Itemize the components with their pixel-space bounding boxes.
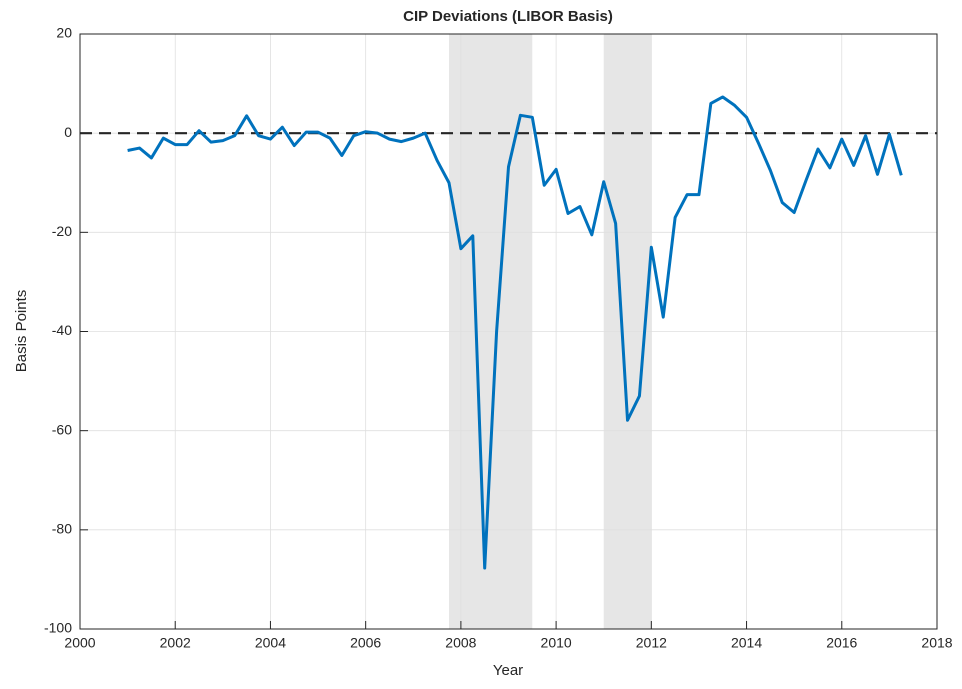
x-tick-label: 2008 — [445, 635, 476, 651]
x-tick-label: 2010 — [541, 635, 572, 651]
x-tick-label: 2002 — [160, 635, 191, 651]
y-tick-label: 0 — [64, 124, 72, 140]
y-tick-label: -60 — [52, 421, 72, 437]
y-tick-label: 20 — [56, 25, 72, 41]
y-tick-label: -80 — [52, 521, 72, 537]
x-tick-label: 2006 — [350, 635, 381, 651]
chart-title: CIP Deviations (LIBOR Basis) — [403, 8, 613, 25]
data-line — [127, 95, 903, 570]
plot-frame — [79, 33, 938, 630]
y-tick-label: -20 — [52, 223, 72, 239]
x-tick-label: 2018 — [921, 635, 952, 651]
x-tick-label: 2000 — [64, 635, 95, 651]
y-axis-label: Basis Points — [13, 290, 30, 373]
y-tick-label: -40 — [52, 322, 72, 338]
x-tick-label: 2014 — [731, 635, 762, 651]
x-axis-label: Year — [493, 662, 523, 679]
x-tick-label: 2012 — [636, 635, 667, 651]
y-tick-label: -100 — [44, 620, 72, 636]
x-tick-label: 2016 — [826, 635, 857, 651]
x-tick-label: 2004 — [255, 635, 286, 651]
